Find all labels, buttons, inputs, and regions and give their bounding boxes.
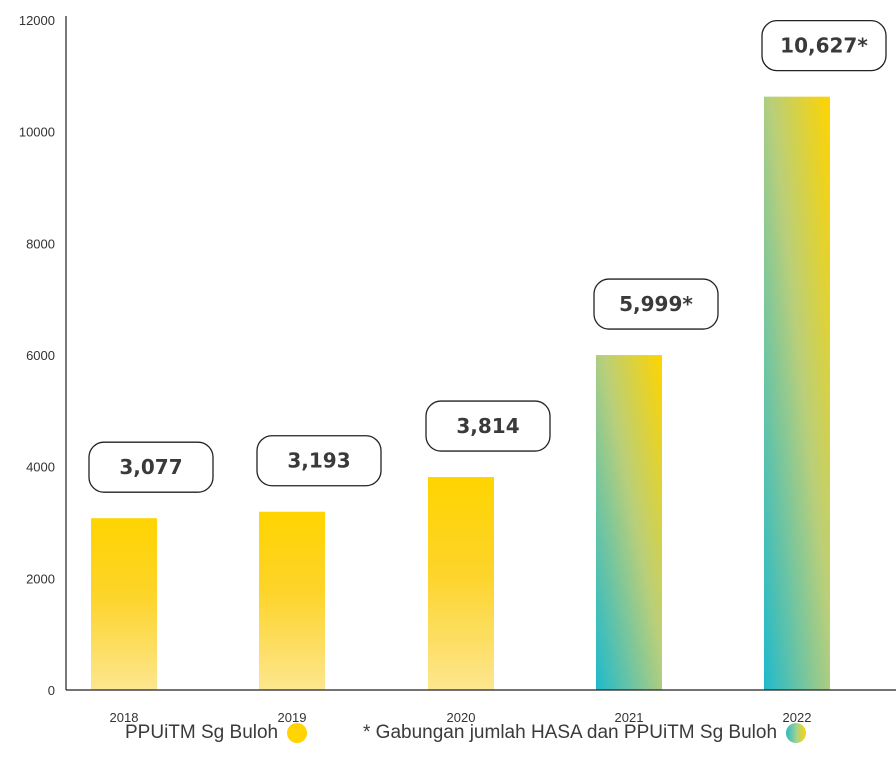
value-label-2018: 3,077 [119,455,182,479]
x-tick-label: 2019 [278,710,307,725]
y-tick-label: 10000 [19,125,55,140]
value-callout-box [593,278,719,330]
value-label-2022: 10,627* [780,34,868,58]
value-callout-box [256,435,382,487]
value-label-2019: 3,193 [287,449,350,473]
bar-2021 [596,355,662,690]
x-tick-label: 2020 [447,710,476,725]
x-tick-label: 2022 [783,710,812,725]
value-callout-box [761,20,887,72]
y-tick-label: 4000 [26,460,55,475]
x-tick-label: 2018 [110,710,139,725]
y-tick-label: 8000 [26,236,55,251]
value-callout-box [88,441,214,493]
legend-item-ppuitm: PPUiTM Sg Buloh [125,722,308,744]
value-label-2021: 5,999* [619,292,693,316]
y-tick-label: 2000 [26,571,55,586]
bar-2020 [428,477,494,690]
bar-2018 [91,518,157,690]
legend-label-ppuitm: PPUiTM Sg Buloh [125,722,279,743]
legend-label-combined: * Gabungan jumlah HASA dan PPUiTM Sg Bul… [363,722,778,743]
bar-2019 [259,511,325,690]
y-tick-label: 6000 [26,348,55,363]
x-tick-label: 2021 [615,710,644,725]
y-tick-label: 0 [48,683,55,698]
bar-2022 [764,96,830,690]
legend-swatch-gradient [786,723,807,743]
legend-item-combined: * Gabungan jumlah HASA dan PPUiTM Sg Bul… [363,722,807,744]
legend: PPUiTM Sg Buloh * Gabungan jumlah HASA d… [0,722,896,752]
value-callout-box [425,400,551,452]
y-tick-label: 12000 [19,13,55,28]
value-label-2020: 3,814 [456,414,519,438]
legend-swatch-yellow [287,723,308,743]
